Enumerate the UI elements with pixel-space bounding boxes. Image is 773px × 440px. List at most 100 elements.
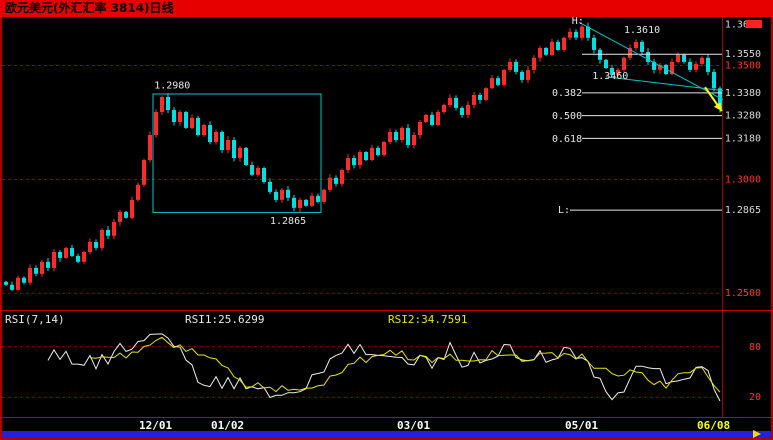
candle-down	[58, 252, 62, 258]
candle-down	[106, 229, 110, 236]
candle-up	[526, 69, 530, 80]
candle-down	[274, 191, 278, 200]
candle-up	[628, 48, 632, 58]
candle-up	[442, 104, 446, 112]
candle-down	[220, 132, 224, 150]
candle-up	[82, 252, 86, 262]
candle-down	[244, 147, 248, 165]
chart-title: 欧元美元(外汇汇率 3814)日线	[5, 1, 174, 15]
price-axis-label: 1.3680	[725, 20, 761, 31]
candle-up	[136, 184, 140, 200]
candle-up	[676, 54, 680, 62]
price-axis-label: 1.3180	[725, 133, 761, 144]
candle-up	[142, 160, 146, 185]
candle-up	[658, 64, 662, 70]
candle-down	[232, 140, 236, 158]
candle-up	[88, 242, 92, 252]
rsi1-value-label: RSI1:25.6299	[185, 313, 265, 326]
candle-down	[304, 199, 308, 206]
panel-separator	[0, 310, 773, 311]
rsi-axis-label: 80	[749, 342, 761, 353]
candle-down	[586, 26, 590, 38]
candle-up	[40, 261, 44, 274]
candle-down	[94, 242, 98, 248]
scale-marker	[746, 20, 762, 28]
candle-up	[190, 117, 194, 128]
candle-down	[454, 97, 458, 108]
candle-up	[16, 277, 20, 290]
candle-up	[256, 168, 260, 175]
annotation-text: 0.382	[552, 88, 582, 99]
candle-down	[574, 31, 578, 38]
candle-down	[514, 61, 518, 72]
scroll-right-arrow-icon[interactable]	[753, 430, 761, 438]
candle-down	[262, 168, 266, 182]
candle-up	[580, 26, 584, 38]
candle-up	[472, 94, 476, 105]
candle-up	[550, 41, 554, 55]
candle-up	[154, 112, 158, 135]
candle-up	[52, 252, 56, 268]
candle-down	[652, 61, 656, 70]
annotation-text: 1.3610	[624, 25, 660, 36]
candle-up	[112, 221, 116, 236]
price-axis-label: 1.3500	[725, 61, 761, 72]
annotation-text: H:	[572, 16, 584, 27]
axis-separator	[0, 417, 773, 418]
candle-down	[124, 211, 128, 218]
trendline	[578, 21, 724, 101]
candle-down	[292, 197, 296, 208]
candle-up	[178, 112, 182, 122]
candle-up	[532, 57, 536, 70]
candle-up	[694, 63, 698, 70]
rsi-indicator-label: RSI(7,14)	[5, 313, 65, 326]
candle-up	[388, 132, 392, 142]
candle-up	[382, 142, 386, 155]
candle-up	[64, 247, 68, 258]
candle-up	[568, 31, 572, 38]
candle-up	[502, 69, 506, 85]
candle-down	[70, 247, 74, 256]
horizontal-scrollbar[interactable]	[2, 430, 771, 438]
rsi2-line	[89, 336, 721, 393]
candle-down	[646, 51, 650, 62]
candle-down	[706, 57, 710, 72]
candle-down	[682, 54, 686, 62]
candle-down	[184, 112, 188, 128]
candle-down	[196, 117, 200, 135]
candle-down	[478, 94, 482, 100]
candle-up	[412, 135, 416, 145]
candle-up	[310, 195, 314, 206]
candle-down	[598, 49, 602, 60]
candle-down	[286, 189, 290, 198]
rsi1-line	[47, 333, 721, 402]
candle-down	[394, 132, 398, 140]
breakdown-arrow-head	[713, 102, 722, 112]
candle-down	[610, 68, 614, 75]
candle-up	[214, 132, 218, 142]
candle-up	[346, 158, 350, 171]
annotation-text: 1.3460	[592, 71, 628, 82]
candle-down	[496, 78, 500, 85]
candle-down	[364, 152, 368, 160]
candle-down	[712, 71, 716, 89]
candle-up	[280, 189, 284, 200]
candle-down	[76, 255, 80, 262]
candle-up	[616, 69, 620, 75]
candle-up	[436, 112, 440, 125]
price-axis-label: 1.3380	[725, 88, 761, 99]
price-axis-label: 1.3280	[725, 111, 761, 122]
time-axis-label: 03/01	[397, 419, 431, 432]
candle-up	[358, 152, 362, 165]
candle-up	[508, 61, 512, 70]
annotation-text: 1.2865	[270, 216, 306, 227]
candle-up	[100, 229, 104, 248]
candle-down	[268, 181, 272, 192]
candle-down	[172, 109, 176, 122]
candle-down	[406, 127, 410, 145]
candle-up	[670, 61, 674, 74]
candle-up	[238, 147, 242, 158]
rsi2-value-label: RSI2:34.7591	[388, 313, 468, 326]
candle-down	[376, 147, 380, 155]
